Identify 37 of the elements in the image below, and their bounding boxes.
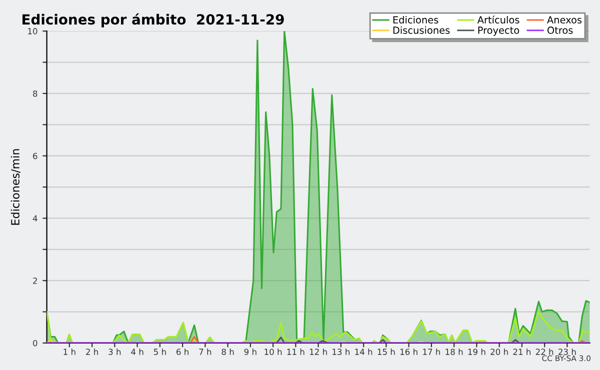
x-tick-label: 6 h (176, 348, 188, 355)
y-tick-label: 6 (33, 152, 38, 160)
y-tick-label: 10 (28, 28, 38, 34)
x-tick-label: 3 h (108, 348, 121, 355)
x-tick-label: 22 h (536, 348, 554, 355)
x-tick-label: 19 h (468, 348, 486, 355)
x-tick-label: 7 h (199, 348, 212, 355)
x-tick-label: 23 h (558, 348, 576, 355)
x-tick-label: 9 h (244, 348, 256, 355)
y-tick-label: 0 (33, 340, 38, 346)
x-tick-label: 16 h (400, 348, 418, 355)
legend-label: Ediciones (393, 16, 438, 24)
y-axis-title: Ediciones/min (10, 149, 20, 225)
legend-label: Discusiones (393, 26, 450, 34)
legend-label: Otros (547, 26, 573, 34)
x-tick-label: 17 h (423, 348, 440, 355)
legend-label: Anexos (547, 16, 582, 24)
x-tick-label: 20 h (490, 348, 508, 355)
x-tick-label: 11 h (287, 348, 304, 355)
x-tick-label: 15 h (378, 348, 395, 355)
y-tick-label: 4 (32, 215, 38, 222)
x-tick-label: 21 h (513, 348, 530, 355)
x-tick-label: 13 h (332, 348, 350, 355)
x-tick-label: 18 h (446, 348, 463, 355)
x-tick-label: 1 h (64, 348, 76, 355)
legend-label: Artículos (477, 16, 520, 24)
x-tick-label: 12 h (310, 348, 327, 355)
x-tick-label: 10 h (264, 348, 282, 355)
x-tick-label: 8 h (222, 348, 234, 355)
legend-label: Proyecto (478, 26, 520, 36)
x-tick-label: 4 h (131, 348, 144, 355)
x-tick-label: 14 h (355, 348, 372, 355)
y-tick-label: 2 (33, 278, 37, 284)
x-tick-label: 2 h (86, 348, 98, 355)
chart-title: Ediciones por ámbito 2021-11-29 (22, 13, 284, 28)
x-tick-label: 5 h (154, 348, 166, 355)
y-tick-label: 8 (33, 90, 38, 97)
